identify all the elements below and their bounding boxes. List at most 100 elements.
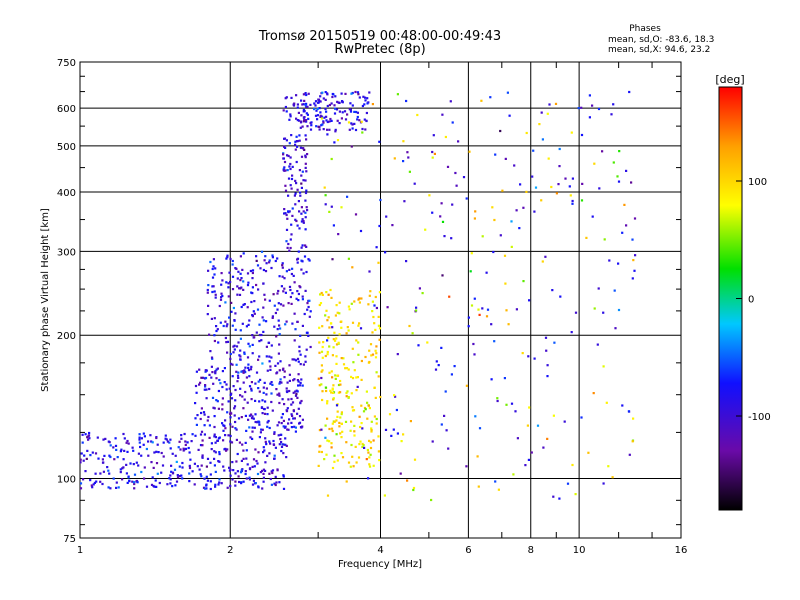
data-point: [224, 320, 227, 323]
data-point: [205, 475, 208, 478]
data-point: [119, 471, 122, 474]
data-point: [309, 345, 312, 349]
data-point: [320, 370, 323, 373]
data-point: [296, 119, 299, 122]
data-point: [244, 441, 247, 444]
data-point: [288, 418, 291, 421]
data-point: [613, 289, 616, 292]
data-point: [374, 328, 377, 331]
data-point: [287, 422, 290, 425]
data-point: [465, 197, 468, 200]
data-point: [306, 302, 309, 305]
data-point: [262, 391, 265, 394]
data-point: [546, 437, 549, 440]
data-point: [278, 343, 281, 346]
data-point: [262, 480, 265, 483]
colorbar-tick-label: 100: [748, 177, 767, 188]
data-point: [341, 456, 345, 459]
data-point: [213, 317, 216, 320]
data-point: [310, 124, 313, 127]
data-point: [593, 307, 596, 310]
data-point: [224, 301, 227, 304]
data-point: [154, 479, 157, 482]
data-point: [320, 117, 323, 120]
data-point: [226, 254, 229, 257]
data-point: [320, 364, 323, 367]
data-point: [220, 292, 223, 295]
data-point: [285, 320, 288, 323]
data-point: [366, 102, 369, 105]
data-point: [284, 212, 287, 215]
data-point: [301, 384, 304, 387]
data-point: [405, 99, 408, 103]
data-point: [315, 109, 318, 112]
data-point: [256, 472, 260, 476]
data-point: [304, 134, 307, 137]
data-point: [304, 166, 307, 169]
data-point: [598, 187, 601, 190]
data-point: [321, 123, 324, 126]
data-point: [145, 485, 149, 488]
data-point: [215, 325, 218, 328]
data-point: [241, 443, 244, 446]
data-point: [213, 407, 216, 410]
data-point: [217, 341, 220, 344]
data-point: [326, 93, 329, 96]
data-point: [340, 436, 343, 439]
data-point: [207, 415, 210, 419]
data-point: [302, 120, 306, 123]
data-point: [112, 477, 115, 480]
data-point: [357, 456, 361, 459]
data-point: [232, 469, 235, 472]
data-point: [405, 260, 408, 263]
data-point: [239, 255, 242, 258]
data-point: [330, 205, 333, 208]
data-point: [214, 451, 217, 454]
data-point: [574, 493, 577, 496]
data-point: [355, 376, 358, 379]
data-point: [361, 427, 364, 430]
data-point: [285, 410, 289, 413]
data-point: [358, 322, 361, 325]
data-point: [300, 174, 303, 177]
data-point: [326, 494, 330, 497]
data-point: [412, 486, 416, 490]
data-point: [299, 194, 302, 197]
data-point: [366, 417, 369, 420]
data-point: [503, 254, 507, 257]
data-point: [208, 436, 211, 439]
data-point: [205, 369, 208, 372]
data-point: [270, 392, 273, 395]
data-point: [271, 316, 274, 319]
data-point: [152, 466, 155, 469]
data-point: [117, 486, 120, 489]
data-point: [138, 441, 141, 444]
data-point: [125, 463, 128, 466]
data-point: [302, 210, 305, 213]
data-point: [319, 111, 322, 114]
data-point: [402, 140, 405, 143]
data-point: [288, 118, 291, 121]
data-point: [283, 160, 287, 164]
data-point: [280, 445, 284, 448]
data-point: [297, 384, 300, 387]
data-point: [248, 319, 251, 322]
data-point: [87, 438, 90, 441]
data-point: [242, 407, 245, 410]
data-point: [317, 464, 320, 467]
data-point: [140, 454, 143, 457]
data-point: [239, 329, 242, 332]
data-point: [322, 128, 325, 131]
data-point: [254, 448, 257, 451]
data-point: [345, 441, 348, 444]
data-point: [299, 402, 302, 405]
data-point: [468, 150, 471, 153]
data-point: [415, 309, 418, 312]
data-point: [369, 453, 372, 456]
data-point: [210, 442, 213, 445]
data-point: [305, 245, 308, 248]
data-point: [210, 376, 213, 379]
data-point: [340, 92, 343, 95]
data-point: [351, 91, 354, 95]
data-point: [318, 450, 321, 453]
